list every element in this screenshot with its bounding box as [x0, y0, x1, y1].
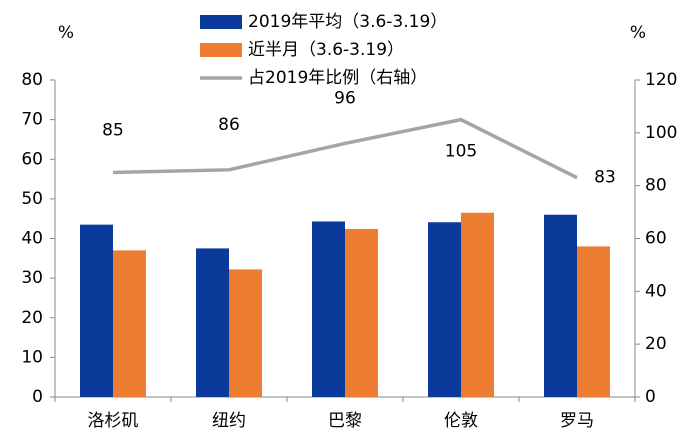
bar [80, 224, 113, 397]
y2-tick-label: 60 [645, 229, 667, 249]
x-tick-label: 伦敦 [444, 411, 478, 431]
y-tick-label: 10 [21, 347, 43, 367]
bar [428, 222, 461, 397]
y2-tick-label: 80 [645, 176, 667, 196]
x-tick-label: 巴黎 [328, 411, 362, 431]
data-label: 96 [334, 88, 356, 108]
data-label: 105 [445, 142, 477, 162]
legend-label: 近半月（3.6-3.19） [248, 40, 404, 60]
x-tick-label: 纽约 [212, 411, 246, 431]
bar [461, 212, 494, 397]
bar [196, 248, 229, 397]
y-tick-label: 70 [21, 110, 43, 130]
data-label: 86 [218, 115, 240, 135]
data-label: 85 [102, 120, 124, 140]
y2-tick-label: 0 [645, 387, 656, 407]
y-tick-label: 60 [21, 149, 43, 169]
y2-tick-label: 40 [645, 281, 667, 301]
data-label: 83 [594, 168, 616, 188]
y2-tick-label: 120 [645, 70, 677, 90]
y2-axis-label: % [630, 23, 646, 43]
bar [113, 250, 146, 397]
y-tick-label: 20 [21, 308, 43, 328]
line-series [112, 117, 578, 180]
bar [312, 221, 345, 397]
legend-label: 2019年平均（3.6-3.19） [248, 12, 447, 32]
bar [229, 269, 262, 397]
y-tick-label: 80 [21, 70, 43, 90]
legend-label: 占2019年比例（右轴） [248, 68, 427, 88]
y-tick-label: 50 [21, 189, 43, 209]
y-tick-label: 40 [21, 229, 43, 249]
legend-swatch [200, 43, 242, 57]
x-tick-label: 洛杉矶 [88, 411, 139, 431]
bar [544, 214, 577, 397]
legend-swatch [200, 15, 242, 29]
bar [345, 228, 378, 397]
y-tick-label: 30 [21, 268, 43, 288]
y2-tick-label: 20 [645, 334, 667, 354]
y2-tick-label: 100 [645, 123, 677, 143]
x-tick-label: 罗马 [560, 411, 594, 431]
bar [577, 246, 610, 397]
y-axis-label: % [58, 23, 74, 43]
y-tick-label: 0 [32, 387, 43, 407]
